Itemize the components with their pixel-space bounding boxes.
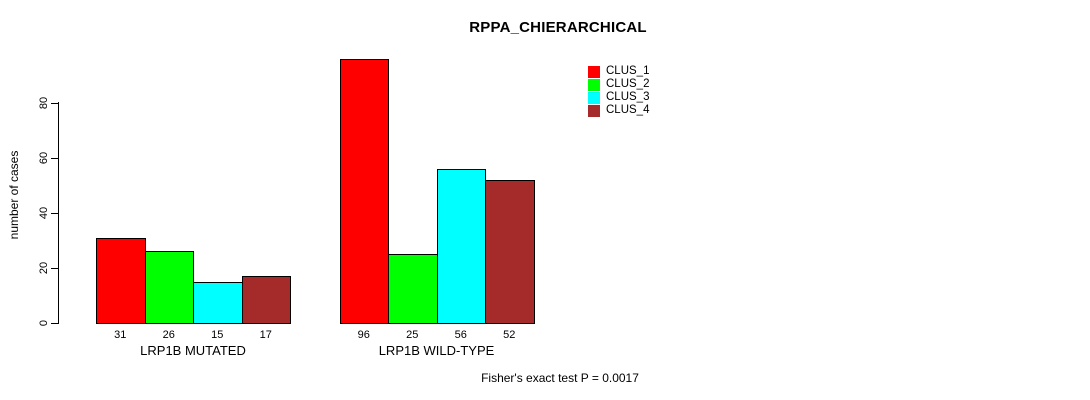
bar-value-label: 96 [357, 329, 370, 341]
bar-clus-2-lrp1b-wild-type [388, 254, 438, 324]
legend-swatch-clus-3 [588, 91, 600, 104]
bar-value-label: 31 [114, 329, 127, 341]
y-axis-tick [51, 102, 59, 104]
legend-item-label: CLUS_2 [606, 78, 650, 90]
y-axis-tick [51, 322, 59, 324]
y-axis-tick [51, 212, 59, 214]
bar-clus-2-lrp1b-mutated [144, 251, 194, 324]
bar-clus-1-lrp1b-wild-type [339, 59, 389, 324]
legend-item-label: CLUS_3 [606, 91, 650, 103]
legend-item-clus-2: CLUS_2 [588, 78, 649, 91]
y-axis-tick [51, 267, 59, 269]
legend-item-label: CLUS_1 [606, 65, 650, 77]
legend-item-clus-1: CLUS_1 [588, 65, 649, 78]
bar-clus-3-lrp1b-wild-type [436, 169, 486, 324]
y-axis-tick-label: 40 [38, 206, 50, 220]
x-category-label-lrp1b-mutated: LRP1B MUTATED [140, 343, 246, 358]
legend-swatch-clus-1 [588, 65, 600, 78]
bar-clus-4-lrp1b-wild-type [485, 180, 535, 324]
legend-item-clus-4: CLUS_4 [588, 104, 649, 117]
y-axis-tick [51, 157, 59, 159]
y-axis-tick-label: 60 [38, 151, 50, 165]
bar-clus-4-lrp1b-mutated [241, 276, 291, 324]
chart-title: RPPA_CHIERARCHICAL [469, 19, 647, 36]
legend-swatch-clus-2 [588, 78, 600, 91]
bar-value-label: 56 [454, 329, 467, 341]
annotation-text: Fisher's exact test P = 0.0017 [481, 371, 639, 385]
legend-item-label: CLUS_4 [606, 104, 650, 116]
legend-swatch-clus-4 [588, 104, 600, 117]
bar-clus-3-lrp1b-mutated [193, 282, 243, 324]
x-category-label-lrp1b-wild-type: LRP1B WILD-TYPE [378, 343, 495, 358]
bar-value-label: 17 [259, 329, 272, 341]
y-axis-tick-label: 0 [38, 319, 50, 327]
bar-clus-1-lrp1b-mutated [96, 238, 146, 324]
bar-value-label: 25 [406, 329, 419, 341]
y-axis-label: number of cases [7, 150, 21, 240]
y-axis-tick-label: 80 [38, 96, 50, 110]
legend-item-clus-3: CLUS_3 [588, 91, 649, 104]
bar-value-label: 26 [162, 329, 175, 341]
bar-value-label: 15 [211, 329, 224, 341]
y-axis-tick-label: 20 [38, 261, 50, 275]
legend: CLUS_1 CLUS_2 CLUS_3 CLUS_4 [588, 65, 649, 117]
bar-value-label: 52 [503, 329, 516, 341]
